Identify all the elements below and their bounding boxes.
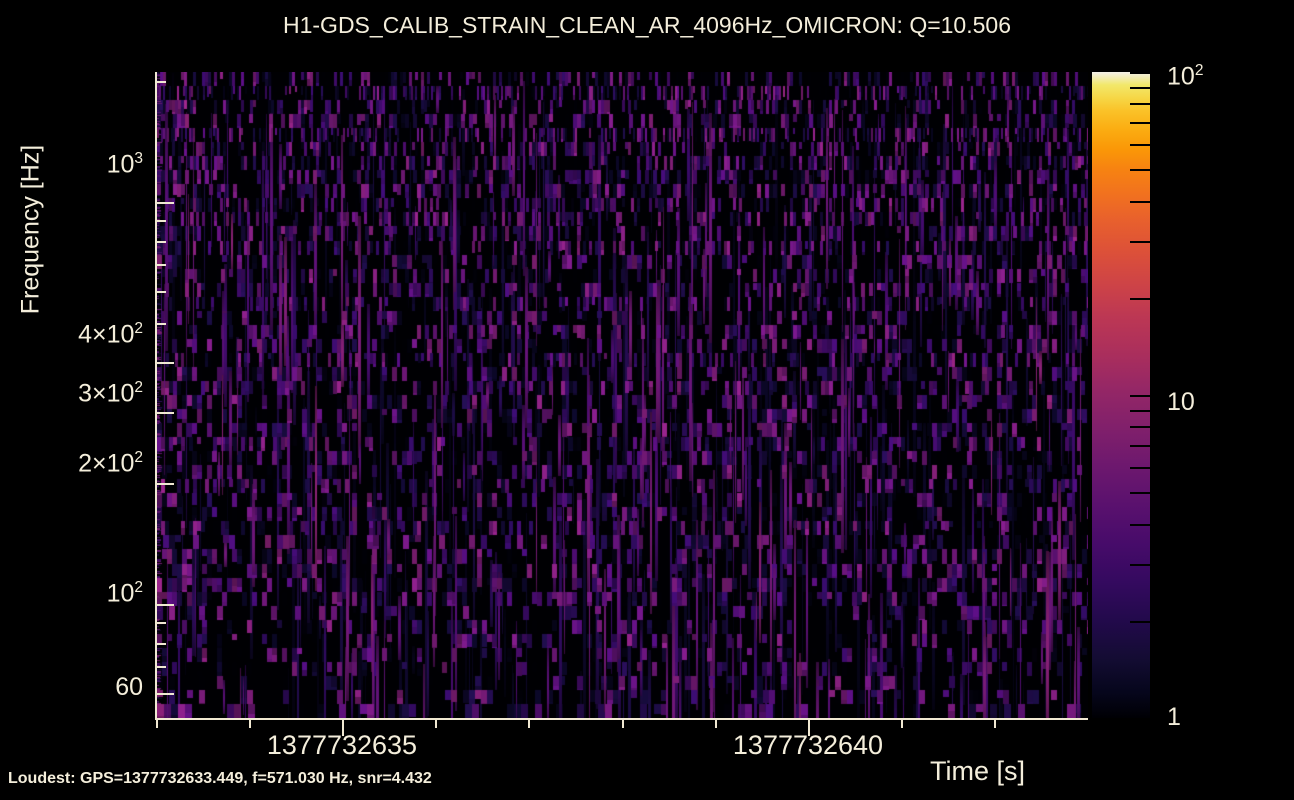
y-tick-major (155, 693, 174, 695)
colorbar-tick-major (1130, 718, 1160, 720)
y-tick-label: 2×102 (78, 449, 143, 478)
colorbar-tick-label: 102 (1167, 62, 1204, 91)
spectrogram-heatmap[interactable] (157, 72, 1088, 718)
x-tick-label: 1377732635 (266, 730, 418, 760)
y-tick-minor (155, 81, 166, 83)
y-tick-label: 3×102 (78, 379, 143, 408)
y-tick-minor (155, 323, 166, 325)
colorbar-tick-minor (1130, 524, 1150, 526)
y-axis-label: Frequency [Hz] (16, 144, 45, 315)
colorbar-tick-minor (1130, 467, 1150, 469)
y-tick-minor (155, 643, 166, 645)
y-tick-minor (155, 241, 166, 243)
x-tick-minor (156, 718, 158, 728)
x-tick-minor (622, 718, 624, 728)
y-tick-label: 103 (106, 150, 143, 179)
colorbar-tick-minor (1130, 445, 1150, 447)
y-tick-minor (155, 622, 166, 624)
colorbar-tick-minor (1130, 426, 1150, 428)
y-tick-minor (155, 264, 166, 266)
x-tick-minor (994, 718, 996, 728)
y-tick-minor (155, 220, 166, 222)
y-tick-label: 102 (106, 579, 143, 608)
y-tick-major (155, 202, 174, 204)
x-tick-major (342, 718, 344, 736)
page-title: H1-GDS_CALIB_STRAIN_CLEAN_AR_4096Hz_OMIC… (283, 12, 1011, 38)
x-tick-major (808, 718, 810, 736)
colorbar-tick-label: 10 (1167, 388, 1195, 416)
colorbar-tick-minor (1130, 122, 1150, 124)
colorbar-tick-minor (1130, 103, 1150, 105)
colorbar-tick-minor (1130, 144, 1150, 146)
colorbar-tick-minor (1130, 87, 1150, 89)
x-tick-label: 1377732640 (732, 730, 884, 760)
colorbar-tick-minor (1130, 564, 1150, 566)
colorbar-tick-minor (1130, 621, 1150, 623)
colorbar-tick-minor (1130, 410, 1150, 412)
x-tick-minor (715, 718, 717, 728)
colorbar-tick-minor (1130, 241, 1150, 243)
colorbar-label: SNR (1188, 0, 1217, 62)
y-tick-minor (155, 666, 166, 668)
y-tick-major (155, 412, 174, 414)
colorbar-tick-minor (1130, 169, 1150, 171)
colorbar-tick-major (1130, 72, 1160, 74)
colorbar-tick-minor (1130, 201, 1150, 203)
spectrogram-plot-area[interactable] (155, 72, 1088, 720)
x-tick-minor (528, 718, 530, 728)
x-tick-minor (249, 718, 251, 728)
y-tick-major (155, 362, 174, 364)
y-tick-label: 60 (115, 673, 143, 701)
colorbar-tick-label: 1 (1167, 703, 1181, 731)
colorbar-tick-minor (1130, 298, 1150, 300)
x-tick-minor (901, 718, 903, 728)
y-tick-minor (155, 291, 166, 293)
y-tick-label: 4×102 (78, 320, 143, 349)
x-axis-label: Time [s] (930, 756, 1026, 786)
x-tick-minor (435, 718, 437, 728)
loudest-event-status: Loudest: GPS=1377732633.449, f=571.030 H… (8, 770, 432, 787)
colorbar-tick-minor (1130, 492, 1150, 494)
y-tick-major (155, 604, 174, 606)
colorbar-tick-major (1130, 395, 1160, 397)
y-tick-major (155, 483, 174, 485)
